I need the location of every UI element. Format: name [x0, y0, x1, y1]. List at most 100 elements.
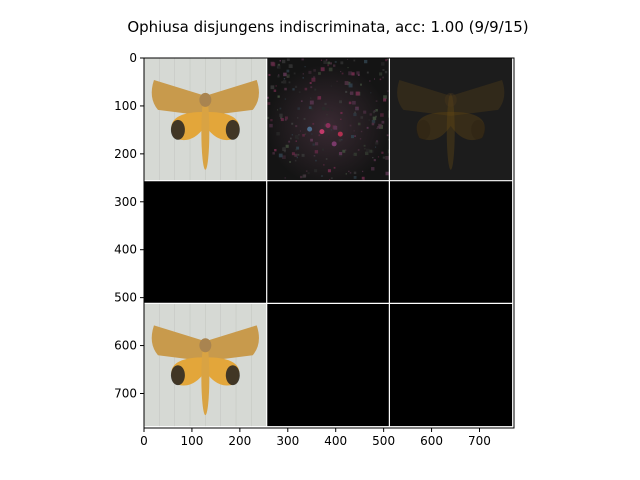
noise-pixel — [372, 116, 377, 121]
noise-pixel — [311, 133, 313, 135]
noise-pixel — [361, 176, 365, 180]
noise-pixel — [313, 76, 316, 79]
noise-pixel — [368, 119, 370, 121]
noise-pixel — [302, 134, 305, 137]
noise-pixel — [275, 85, 277, 87]
moth-body — [201, 339, 210, 416]
noise-pixel — [294, 153, 298, 157]
noise-pixel — [291, 134, 294, 136]
noise-pixel — [310, 86, 313, 89]
noise-pixel — [349, 172, 352, 174]
noise-pixel — [383, 98, 387, 102]
noise-pixel — [307, 172, 310, 175]
noise-pixel — [372, 111, 376, 114]
noise-pixel — [281, 81, 284, 84]
noise-pixel — [357, 122, 361, 126]
noise-pixel — [329, 179, 331, 181]
noise-pixel — [304, 66, 306, 68]
noise-pixel — [296, 146, 300, 150]
noise-pixel — [375, 141, 379, 145]
noise-pixel — [353, 175, 357, 179]
noise-pixel — [324, 102, 327, 106]
noise-pixel — [289, 64, 293, 69]
noise-pixel — [313, 155, 316, 158]
noise-pixel — [355, 91, 360, 96]
noise-pixel — [371, 167, 375, 171]
noise-pixel — [295, 125, 298, 128]
noise-pixel — [359, 83, 363, 86]
y-tick-label: 600 — [114, 339, 137, 353]
noise-pixel — [353, 112, 357, 117]
noise-pixel — [281, 59, 286, 64]
noise-pixel — [373, 78, 375, 80]
grid-cell-2-2 — [389, 303, 513, 427]
moth-right-hindwing — [450, 111, 485, 141]
moth-left-forewing — [151, 325, 206, 362]
noise-pixel — [348, 101, 352, 105]
noise-pixel — [323, 164, 325, 166]
noise-pixel — [348, 83, 353, 88]
noise-pixel — [361, 170, 364, 173]
noise-pixel — [302, 73, 304, 75]
noise-pixel — [353, 171, 357, 175]
noise-pixel — [372, 156, 374, 159]
noise-pixel — [386, 134, 389, 137]
noise-pixel — [283, 146, 286, 150]
noise-hotspot — [325, 122, 331, 128]
noise-pixel — [349, 124, 352, 127]
noise-pixel — [315, 159, 317, 162]
moth-body — [446, 93, 455, 170]
noise-pixel — [340, 118, 342, 121]
noise-pixel — [382, 156, 385, 159]
noise-pixel — [341, 72, 344, 75]
noise-pixel — [376, 127, 378, 129]
noise-pixel — [385, 171, 390, 176]
noise-pixel — [344, 81, 349, 85]
noise-pixel — [333, 166, 336, 169]
noise-pixel — [375, 109, 378, 112]
moth-thorax — [444, 92, 457, 107]
noise-pixel — [378, 123, 382, 128]
noise-pixel — [297, 153, 300, 156]
noise-pixel — [355, 106, 359, 111]
grid-cell-0-1 — [266, 58, 393, 181]
noise-pixel — [364, 148, 366, 150]
blank-cell — [266, 180, 390, 304]
noise-pixel — [326, 108, 330, 111]
noise-pixel — [357, 74, 360, 76]
noise-pixel — [348, 170, 350, 173]
y-tick-label: 0 — [129, 51, 137, 65]
noise-pixel — [379, 78, 382, 81]
noise-pixel — [286, 58, 290, 61]
noise-pixel — [301, 153, 305, 157]
noise-pixel — [318, 134, 321, 137]
overlay-background — [389, 58, 513, 181]
noise-pixel — [294, 135, 299, 139]
noise-pixel — [299, 130, 301, 132]
moth-right-forewing — [205, 325, 259, 362]
noise-pixel — [340, 61, 344, 65]
axes-frame — [143, 57, 515, 429]
noise-pixel — [371, 119, 376, 124]
x-tick-label: 600 — [420, 434, 443, 448]
noise-pixel — [273, 89, 277, 92]
noise-pixel — [304, 87, 308, 91]
noise-pixel — [293, 72, 296, 75]
noise-pixel — [350, 135, 354, 139]
noise-pixel — [375, 100, 378, 103]
noise-pixel — [284, 177, 286, 179]
noise-pixel — [285, 144, 289, 148]
noise-pixel — [310, 107, 314, 111]
noise-pixel — [277, 109, 279, 111]
noise-pixel — [375, 115, 377, 118]
noise-pixel — [286, 69, 290, 73]
x-tick-label: 100 — [180, 434, 203, 448]
noise-pixel — [331, 109, 333, 112]
noise-pixel — [369, 149, 373, 153]
grid-cell-0-2 — [389, 58, 513, 181]
noise-pixel — [330, 177, 333, 180]
noise-pixel — [327, 61, 331, 65]
noise-pixel — [278, 153, 283, 158]
noise-pixel — [289, 137, 292, 140]
x-axis: 0 100 200 300 400 500 600 700 — [140, 428, 491, 448]
